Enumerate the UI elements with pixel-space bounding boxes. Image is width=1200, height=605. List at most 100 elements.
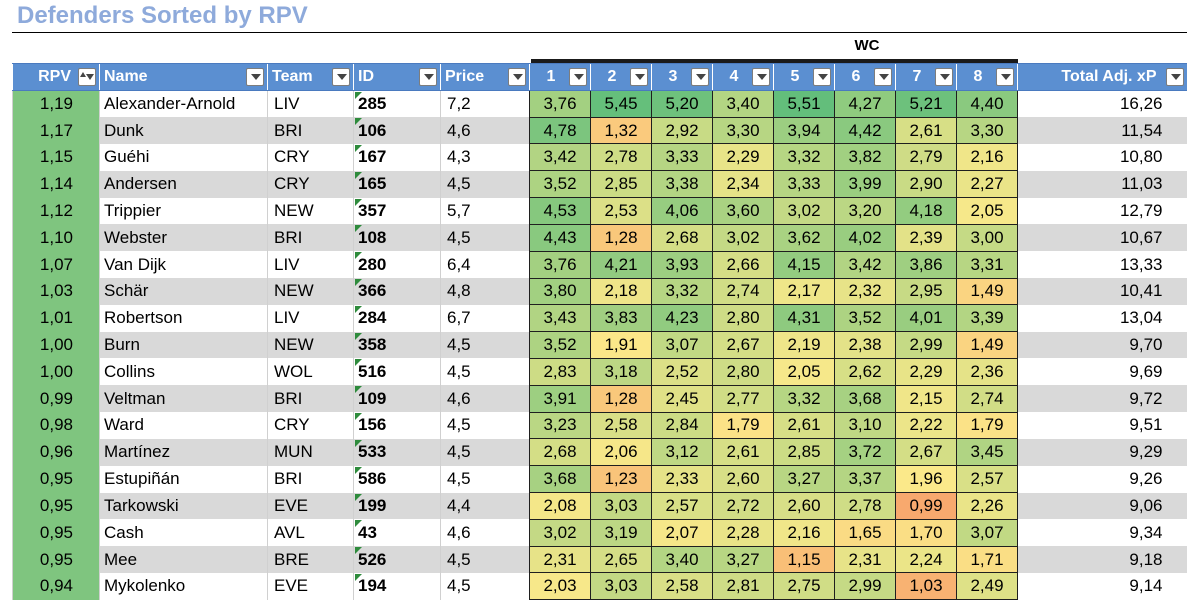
cell-round-4[interactable]: 2,81 — [712, 572, 774, 601]
cell-round-2[interactable]: 1,32 — [590, 117, 652, 145]
cell-round-8[interactable]: 1,79 — [956, 412, 1018, 440]
cell-round-1[interactable]: 2,31 — [529, 546, 591, 574]
cell-team[interactable]: BRI — [267, 117, 354, 144]
cell-price[interactable]: 4,5 — [440, 438, 530, 466]
cell-round-6[interactable]: 3,99 — [834, 170, 896, 199]
cell-team[interactable]: NEW — [267, 331, 354, 359]
cell-total[interactable]: 9,18 — [1017, 546, 1187, 573]
cell-price[interactable]: 4,5 — [440, 331, 530, 359]
cell-price[interactable]: 4,5 — [440, 170, 530, 198]
cell-round-8[interactable]: 2,16 — [956, 143, 1018, 172]
filter-dropdown-icon[interactable] — [246, 68, 264, 86]
cell-round-8[interactable]: 3,39 — [956, 304, 1018, 333]
cell-total[interactable]: 10,67 — [1017, 224, 1187, 252]
cell-round-5[interactable]: 2,75 — [773, 572, 835, 601]
cell-rpv[interactable]: 0,95 — [12, 519, 100, 547]
cell-total[interactable]: 10,80 — [1017, 143, 1187, 171]
cell-round-2[interactable]: 2,78 — [590, 143, 652, 172]
cell-round-4[interactable]: 2,72 — [712, 492, 774, 520]
cell-round-5[interactable]: 3,02 — [773, 197, 835, 225]
cell-id[interactable]: 358 — [353, 331, 441, 359]
cell-round-3[interactable]: 2,92 — [651, 117, 713, 145]
cell-rpv[interactable]: 1,15 — [12, 143, 100, 171]
cell-round-5[interactable]: 3,62 — [773, 224, 835, 252]
cell-round-8[interactable]: 1,49 — [956, 331, 1018, 359]
cell-id[interactable]: 285 — [353, 90, 441, 118]
cell-rpv[interactable]: 0,96 — [12, 438, 100, 466]
cell-team[interactable]: CRY — [267, 143, 354, 171]
cell-name[interactable]: Schär — [99, 278, 268, 305]
cell-round-4[interactable]: 2,77 — [712, 385, 774, 413]
cell-team[interactable]: BRE — [267, 546, 354, 573]
filter-dropdown-icon[interactable] — [752, 68, 770, 86]
cell-round-3[interactable]: 3,32 — [651, 278, 713, 306]
cell-round-8[interactable]: 2,36 — [956, 358, 1018, 386]
filter-dropdown-icon[interactable] — [996, 68, 1014, 86]
cell-round-7[interactable]: 2,95 — [895, 278, 957, 306]
cell-round-4[interactable]: 3,30 — [712, 117, 774, 145]
cell-round-8[interactable]: 4,40 — [956, 90, 1018, 118]
cell-round-7[interactable]: 0,99 — [895, 492, 957, 520]
filter-dropdown-icon[interactable] — [1165, 68, 1184, 86]
cell-rpv[interactable]: 0,95 — [12, 492, 100, 520]
cell-round-6[interactable]: 2,78 — [834, 492, 896, 520]
filter-dropdown-icon[interactable] — [630, 68, 648, 86]
cell-round-1[interactable]: 4,78 — [529, 117, 591, 145]
cell-round-3[interactable]: 2,52 — [651, 358, 713, 386]
cell-total[interactable]: 12,79 — [1017, 197, 1187, 225]
cell-name[interactable]: Tarkowski — [99, 492, 268, 520]
cell-name[interactable]: Robertson — [99, 304, 268, 332]
cell-round-3[interactable]: 2,68 — [651, 224, 713, 252]
cell-round-4[interactable]: 3,02 — [712, 224, 774, 252]
cell-id[interactable]: 366 — [353, 278, 441, 305]
cell-team[interactable]: BRI — [267, 385, 354, 413]
cell-name[interactable]: Andersen — [99, 170, 268, 198]
cell-round-1[interactable]: 3,52 — [529, 331, 591, 359]
cell-team[interactable]: EVE — [267, 492, 354, 520]
cell-round-7[interactable]: 5,21 — [895, 90, 957, 118]
cell-round-4[interactable]: 3,60 — [712, 197, 774, 225]
cell-round-6[interactable]: 4,42 — [834, 117, 896, 145]
cell-round-5[interactable]: 2,19 — [773, 331, 835, 359]
cell-id[interactable]: 357 — [353, 197, 441, 225]
cell-rpv[interactable]: 0,94 — [12, 572, 100, 600]
cell-rpv[interactable]: 0,95 — [12, 465, 100, 493]
cell-round-1[interactable]: 2,68 — [529, 438, 591, 467]
cell-price[interactable]: 4,5 — [440, 572, 530, 600]
cell-round-3[interactable]: 2,58 — [651, 572, 713, 601]
cell-round-7[interactable]: 3,86 — [895, 251, 957, 279]
cell-name[interactable]: Collins — [99, 358, 268, 386]
cell-round-1[interactable]: 3,23 — [529, 412, 591, 440]
cell-round-2[interactable]: 3,83 — [590, 304, 652, 333]
cell-round-3[interactable]: 3,38 — [651, 170, 713, 199]
cell-total[interactable]: 9,29 — [1017, 438, 1187, 466]
cell-round-6[interactable]: 2,99 — [834, 572, 896, 601]
cell-round-2[interactable]: 4,21 — [590, 251, 652, 279]
cell-round-7[interactable]: 1,70 — [895, 519, 957, 547]
cell-round-6[interactable]: 3,20 — [834, 197, 896, 225]
cell-round-5[interactable]: 3,32 — [773, 385, 835, 413]
cell-rpv[interactable]: 1,00 — [12, 358, 100, 386]
cell-id[interactable]: 156 — [353, 412, 441, 439]
cell-id[interactable]: 165 — [353, 170, 441, 198]
cell-round-3[interactable]: 3,93 — [651, 251, 713, 279]
cell-price[interactable]: 4,5 — [440, 465, 530, 493]
cell-round-4[interactable]: 3,27 — [712, 546, 774, 574]
cell-rpv[interactable]: 1,00 — [12, 331, 100, 359]
cell-round-5[interactable]: 3,32 — [773, 143, 835, 172]
cell-round-5[interactable]: 3,33 — [773, 170, 835, 199]
cell-round-4[interactable]: 3,40 — [712, 90, 774, 118]
cell-round-4[interactable]: 2,66 — [712, 251, 774, 279]
cell-round-3[interactable]: 4,23 — [651, 304, 713, 333]
cell-total[interactable]: 11,54 — [1017, 117, 1187, 144]
filter-dropdown-icon[interactable] — [569, 68, 587, 86]
filter-dropdown-icon[interactable] — [935, 68, 953, 86]
cell-round-6[interactable]: 4,27 — [834, 90, 896, 118]
cell-team[interactable]: NEW — [267, 197, 354, 225]
cell-round-5[interactable]: 3,27 — [773, 465, 835, 493]
cell-id[interactable]: 280 — [353, 251, 441, 278]
cell-round-6[interactable]: 4,02 — [834, 224, 896, 252]
cell-round-6[interactable]: 2,31 — [834, 546, 896, 574]
cell-total[interactable]: 9,06 — [1017, 492, 1187, 520]
cell-round-4[interactable]: 2,28 — [712, 519, 774, 547]
